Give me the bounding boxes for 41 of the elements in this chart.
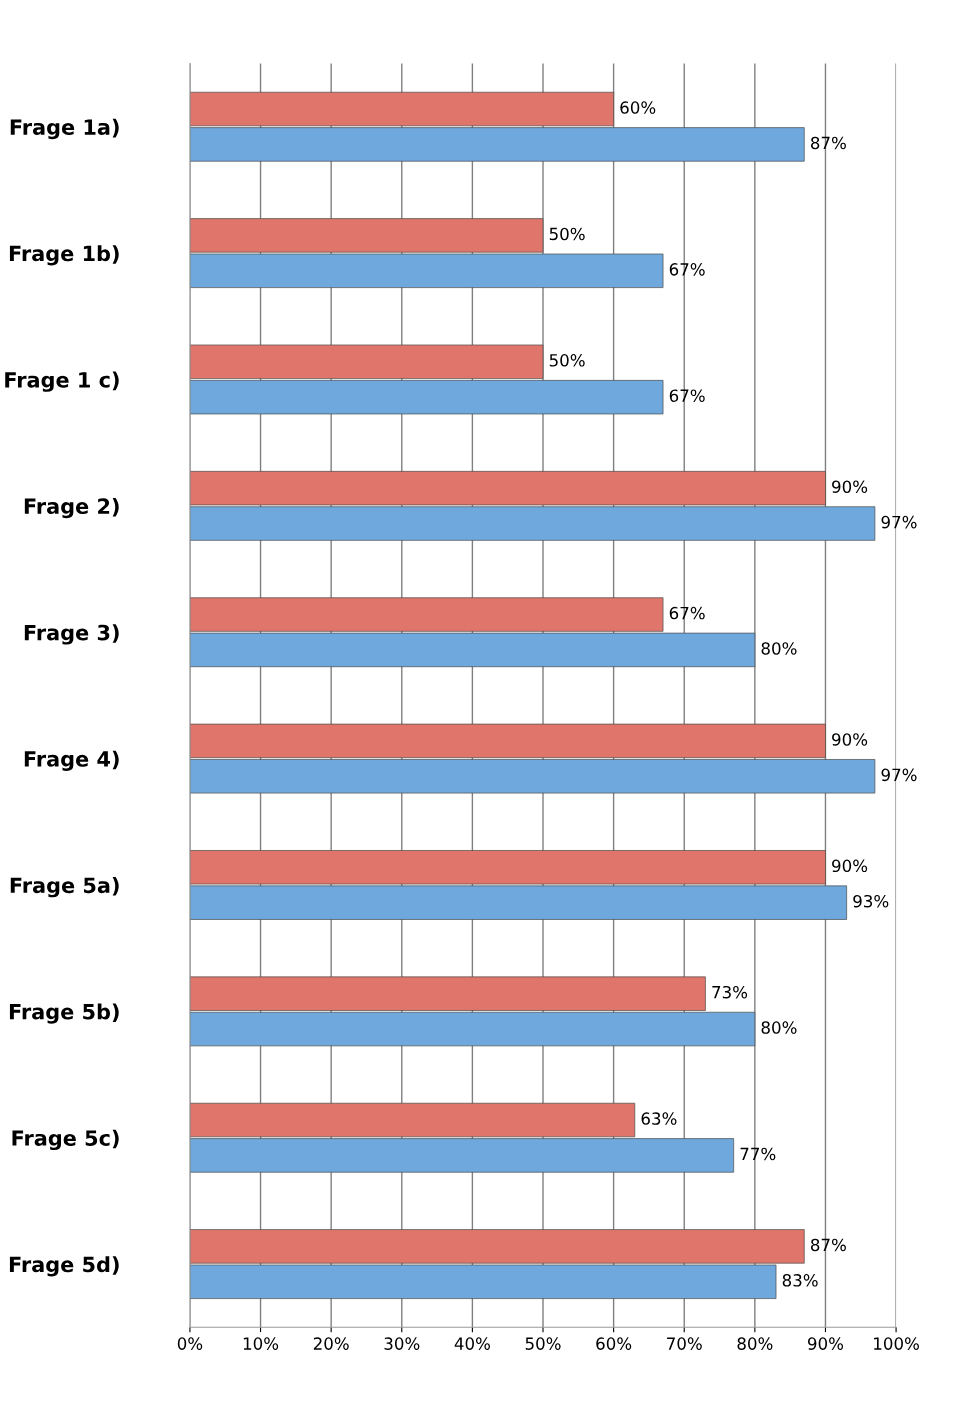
data-label: 90% bbox=[832, 733, 868, 746]
y-tick-label: Frage 1 c) bbox=[5, 371, 119, 392]
y-tick-label: Frage 2) bbox=[24, 497, 119, 519]
x-tick-label: 80% bbox=[737, 1337, 773, 1350]
y-tick-label: Frage 4) bbox=[24, 750, 119, 771]
data-label: 80% bbox=[761, 642, 797, 655]
x-tick-label: 30% bbox=[384, 1337, 420, 1350]
x-tick-label: 10% bbox=[243, 1337, 279, 1350]
data-label: 60% bbox=[620, 101, 656, 114]
x-tick-label: 60% bbox=[596, 1337, 632, 1350]
data-label: 50% bbox=[549, 354, 585, 367]
data-label: 50% bbox=[549, 227, 585, 241]
data-label: 63% bbox=[641, 1112, 677, 1125]
data-label: 67% bbox=[669, 606, 705, 620]
data-label: 83% bbox=[782, 1274, 818, 1287]
x-tick-label: 90% bbox=[807, 1337, 844, 1350]
data-label: 87% bbox=[810, 1238, 846, 1252]
data-label: 80% bbox=[761, 1021, 797, 1034]
y-tick-label: Frage 5a) bbox=[10, 877, 119, 898]
data-label: 67% bbox=[669, 263, 705, 276]
data-label: 90% bbox=[832, 480, 868, 493]
data-label: 90% bbox=[832, 859, 868, 873]
x-tick-label: 100% bbox=[874, 1337, 919, 1350]
data-label: 73% bbox=[712, 985, 748, 999]
data-label: 97% bbox=[881, 768, 917, 782]
y-tick-label: Frage 1a) bbox=[10, 118, 119, 140]
data-label: 93% bbox=[853, 894, 889, 908]
y-tick-label: Frage 5d) bbox=[9, 1256, 119, 1277]
x-tick-label: 0% bbox=[177, 1337, 203, 1350]
x-tick-label: 20% bbox=[313, 1337, 349, 1350]
data-label: 97% bbox=[881, 515, 917, 529]
y-tick-label: Frage 5c) bbox=[12, 1129, 119, 1151]
y-tick-label: Frage 1b) bbox=[9, 245, 119, 266]
data-label: 87% bbox=[810, 136, 846, 150]
x-tick-label: 50% bbox=[525, 1337, 561, 1350]
x-tick-label: 70% bbox=[667, 1337, 702, 1350]
y-tick-label: Frage 5b) bbox=[9, 1003, 119, 1024]
y-tick-label: Frage 3) bbox=[24, 624, 119, 645]
data-label: 77% bbox=[740, 1147, 776, 1161]
data-label: 67% bbox=[669, 389, 705, 402]
x-tick-label: 40% bbox=[454, 1337, 490, 1350]
